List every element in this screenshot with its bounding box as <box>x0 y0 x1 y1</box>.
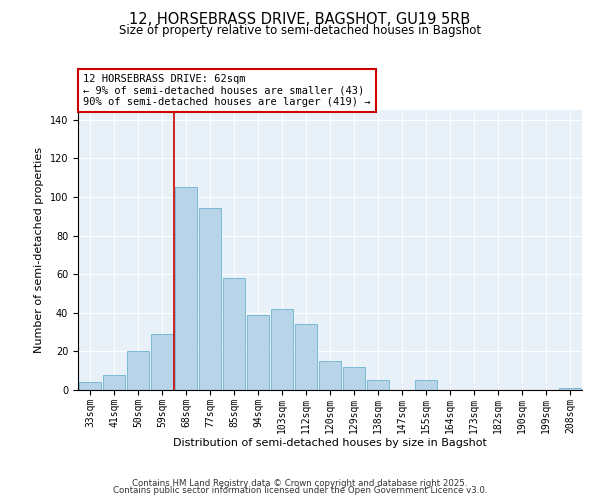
Bar <box>343 367 365 390</box>
Bar <box>199 208 221 390</box>
Y-axis label: Number of semi-detached properties: Number of semi-detached properties <box>34 147 44 353</box>
Text: Contains HM Land Registry data © Crown copyright and database right 2025.: Contains HM Land Registry data © Crown c… <box>132 478 468 488</box>
Bar <box>151 334 173 390</box>
Bar <box>319 361 341 390</box>
X-axis label: Distribution of semi-detached houses by size in Bagshot: Distribution of semi-detached houses by … <box>173 438 487 448</box>
Bar <box>367 380 389 390</box>
Bar <box>103 374 125 390</box>
Text: 12 HORSEBRASS DRIVE: 62sqm
← 9% of semi-detached houses are smaller (43)
90% of : 12 HORSEBRASS DRIVE: 62sqm ← 9% of semi-… <box>83 74 371 107</box>
Bar <box>559 388 581 390</box>
Bar <box>295 324 317 390</box>
Bar <box>127 352 149 390</box>
Bar <box>271 309 293 390</box>
Text: Contains public sector information licensed under the Open Government Licence v3: Contains public sector information licen… <box>113 486 487 495</box>
Bar <box>247 314 269 390</box>
Bar <box>415 380 437 390</box>
Text: Size of property relative to semi-detached houses in Bagshot: Size of property relative to semi-detach… <box>119 24 481 37</box>
Text: 12, HORSEBRASS DRIVE, BAGSHOT, GU19 5RB: 12, HORSEBRASS DRIVE, BAGSHOT, GU19 5RB <box>130 12 470 28</box>
Bar <box>175 187 197 390</box>
Bar <box>79 382 101 390</box>
Bar <box>223 278 245 390</box>
